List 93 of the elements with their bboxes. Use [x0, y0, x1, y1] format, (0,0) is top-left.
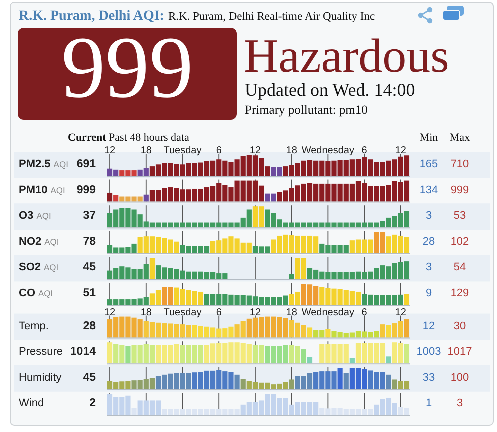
- bar: [289, 274, 294, 280]
- text: 54: [454, 262, 466, 274]
- text: 33: [422, 372, 436, 384]
- chart-title: NO2 AQI: [19, 236, 60, 248]
- bar: [107, 192, 113, 202]
- bar: [404, 294, 410, 305]
- text: 100: [450, 372, 470, 384]
- text: R.K. Puram, Delhi AQI:: [19, 9, 164, 24]
- text: 2: [90, 398, 96, 410]
- x-tick-label: Wednesday: [302, 307, 355, 318]
- text: R.K. Puram, Delhi Real-time Air Quality Inc: [168, 11, 376, 23]
- bar: [289, 380, 294, 390]
- x-tick-label: 6: [216, 307, 222, 318]
- text: 1: [426, 398, 432, 410]
- bar: [307, 357, 313, 364]
- text: 45: [83, 372, 97, 384]
- bar: [301, 350, 306, 364]
- bar: [386, 325, 392, 338]
- x-tick-label: 18: [140, 146, 152, 156]
- text: 165: [420, 158, 438, 170]
- bar: [326, 329, 331, 338]
- text: 1014: [70, 346, 97, 358]
- text: 51: [83, 288, 97, 300]
- x-tick-label: Wednesday: [302, 146, 355, 156]
- chart-title: CO AQI: [19, 288, 54, 300]
- text: 28: [83, 320, 97, 332]
- text: 78: [83, 236, 97, 248]
- x-tick-label: 18: [286, 146, 298, 156]
- chart-title: PM2.5 AQI: [19, 158, 68, 170]
- x-tick-label: 6: [362, 146, 368, 156]
- text: Max: [450, 132, 471, 144]
- text: 30: [454, 320, 466, 332]
- chart-title: SO2 AQI: [19, 262, 59, 274]
- text: 999: [76, 184, 96, 196]
- text: 3: [456, 398, 464, 410]
- x-tick-label: 18: [286, 307, 298, 318]
- bar: [150, 258, 155, 280]
- bar: [114, 196, 119, 202]
- text: Primary pollutant: pm10: [245, 103, 368, 117]
- chart-title: Humidity: [19, 372, 62, 384]
- text: 37: [83, 210, 96, 222]
- text: 999: [450, 184, 470, 196]
- bar: [338, 368, 343, 390]
- text: 691: [76, 158, 97, 170]
- x-tick-label: 12: [250, 307, 262, 318]
- text: 102: [450, 236, 470, 248]
- x-tick-label: 12: [395, 146, 407, 156]
- x-tick-label: 6: [216, 146, 222, 156]
- chart-title: Pressure: [19, 346, 64, 358]
- x-tick-label: 12: [104, 307, 116, 318]
- bar: [126, 346, 131, 364]
- x-tick-label: 18: [140, 307, 152, 318]
- bar: [234, 374, 240, 390]
- bar: [386, 374, 392, 390]
- text: Min: [420, 132, 439, 144]
- text: 710: [450, 158, 470, 170]
- bar: [107, 342, 113, 364]
- x-tick-label: 12: [250, 146, 262, 156]
- text: Hazardous: [244, 30, 450, 83]
- x-tick-label: 12: [104, 146, 116, 156]
- text: 129: [450, 288, 470, 300]
- bar: [350, 358, 355, 364]
- bar: [386, 356, 392, 364]
- bar: [344, 373, 349, 390]
- text: 28: [422, 236, 436, 248]
- x-tick-label: Tuesday: [164, 146, 202, 156]
- bar: [404, 320, 410, 338]
- bar: [404, 344, 410, 364]
- bar: [380, 324, 386, 338]
- text: 1017: [448, 346, 472, 358]
- chart-title: PM10 AQI: [19, 184, 66, 196]
- bar: [132, 408, 137, 416]
- text: 1003: [416, 346, 442, 358]
- x-tick-label: Tuesday: [164, 307, 202, 318]
- text: Updated on Wed. 14:00: [245, 80, 416, 100]
- text: Past 48 hours data: [109, 132, 190, 144]
- bar: [392, 380, 398, 390]
- x-tick-label: 6: [362, 307, 368, 318]
- text: 9: [426, 288, 432, 300]
- chart-title: Temp.: [19, 320, 49, 332]
- x-tick-label: 12: [395, 307, 407, 318]
- text: Current: [68, 132, 107, 144]
- bar: [240, 379, 246, 390]
- bar: [144, 194, 149, 202]
- text: 3: [426, 210, 432, 222]
- bar: [307, 328, 313, 338]
- text: 53: [454, 210, 466, 222]
- chart-title: Wind: [19, 398, 44, 410]
- text: 134: [420, 184, 438, 196]
- text: 45: [83, 262, 97, 274]
- text: 12: [422, 320, 436, 332]
- chart-title: O3 AQI: [19, 210, 52, 222]
- text: 3: [426, 262, 432, 274]
